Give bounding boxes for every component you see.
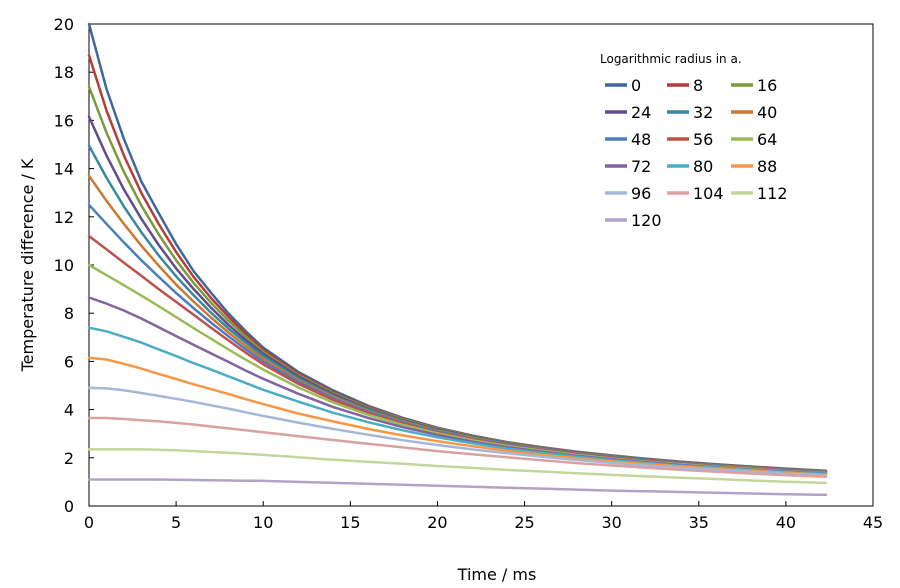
y-tick-label: 4 (64, 401, 74, 420)
y-tick-label: 20 (54, 15, 74, 34)
legend-item-64: 64 (731, 130, 777, 149)
y-tick-label: 6 (64, 352, 74, 371)
legend-label: 64 (757, 130, 777, 149)
series-line-8 (87, 54, 828, 473)
x-tick-label: 30 (601, 513, 621, 532)
legend-label: 56 (693, 130, 713, 149)
x-tick-label: 40 (776, 513, 796, 532)
x-axis: 0 5 10 15 20 25 30 35 40 45 (84, 501, 883, 532)
series-line-24 (87, 115, 828, 473)
y-tick-label: 16 (54, 111, 74, 130)
legend-item-96: 96 (605, 184, 651, 203)
legend-label: 16 (757, 76, 777, 95)
x-tick-label: 5 (171, 513, 181, 532)
legend-item-24: 24 (605, 103, 651, 122)
x-tick-label: 25 (514, 513, 534, 532)
legend-item-88: 88 (731, 157, 777, 176)
legend-label: 88 (757, 157, 777, 176)
legend-label: 24 (631, 103, 651, 122)
y-tick-label: 14 (54, 160, 74, 179)
legend-item-16: 16 (731, 76, 777, 95)
legend-label: 96 (631, 184, 651, 203)
legend-label: 104 (693, 184, 724, 203)
legend-label: 72 (631, 157, 651, 176)
x-tick-label: 10 (253, 513, 273, 532)
series-layer (87, 22, 828, 497)
legend-label: 48 (631, 130, 651, 149)
plot-frame (88, 23, 874, 507)
x-tick-label: 0 (84, 513, 94, 532)
x-tick-label: 45 (863, 513, 883, 532)
legend-item-72: 72 (605, 157, 651, 176)
legend-label: 40 (757, 103, 777, 122)
x-axis-title: Time / ms (457, 565, 537, 584)
y-tick-label: 8 (64, 304, 74, 323)
legend-label: 8 (693, 76, 703, 95)
legend-items: 0 8 16 24 32 40 48 56 64 72 80 88 96 104 112 120 (605, 76, 788, 230)
legend-item-104: 104 (667, 184, 724, 203)
legend: Logarithmic radius in a. 0 8 16 24 32 40 48 56 6… (600, 52, 788, 230)
series-line-40 (87, 174, 828, 474)
legend-item-8: 8 (667, 76, 703, 95)
series-line-96 (87, 386, 828, 477)
y-axis-title: Temperature difference / K (18, 158, 37, 372)
series-line-112 (87, 448, 828, 485)
series-line-104 (87, 416, 828, 479)
legend-label: 120 (631, 211, 662, 230)
legend-item-32: 32 (667, 103, 713, 122)
y-tick-label: 0 (64, 497, 74, 516)
legend-item-0: 0 (605, 76, 641, 95)
legend-item-120: 120 (605, 211, 662, 230)
x-tick-label: 15 (340, 513, 360, 532)
x-tick-label: 35 (689, 513, 709, 532)
y-tick-label: 18 (54, 63, 74, 82)
x-tick-label: 20 (427, 513, 447, 532)
y-axis: 0 2 4 6 8 10 12 14 16 18 20 (54, 15, 94, 516)
legend-item-48: 48 (605, 130, 651, 149)
legend-item-112: 112 (731, 184, 788, 203)
legend-item-40: 40 (731, 103, 777, 122)
y-tick-label: 10 (54, 256, 74, 275)
legend-label: 0 (631, 76, 641, 95)
series-line-120 (87, 478, 828, 497)
series-line-88 (87, 356, 828, 476)
y-tick-label: 2 (64, 449, 74, 468)
legend-label: 112 (757, 184, 788, 203)
legend-item-80: 80 (667, 157, 713, 176)
legend-item-56: 56 (667, 130, 713, 149)
legend-title: Logarithmic radius in a. (600, 52, 742, 66)
plot-area-border (88, 23, 874, 507)
legend-label: 32 (693, 103, 713, 122)
y-tick-label: 12 (54, 208, 74, 227)
legend-label: 80 (693, 157, 713, 176)
